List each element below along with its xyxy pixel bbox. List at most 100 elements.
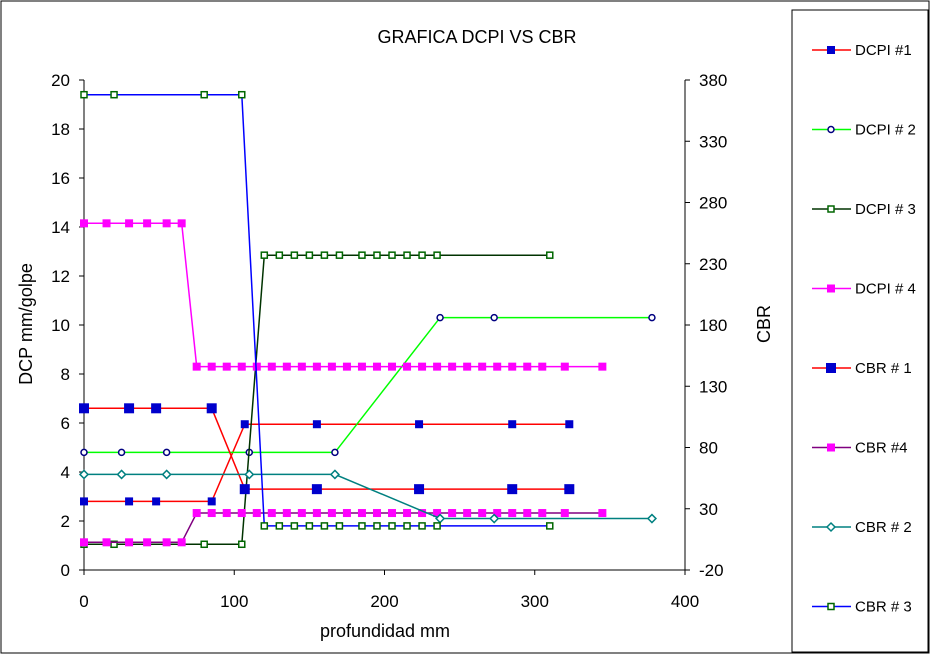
data-point [403, 509, 412, 518]
data-point [222, 362, 231, 371]
y2-tick-label: 230 [699, 255, 727, 274]
data-point [192, 362, 201, 371]
data-point [357, 362, 366, 371]
data-point [237, 362, 246, 371]
data-point [110, 540, 118, 549]
legend-item: DCPI # 2 [812, 122, 916, 139]
data-point [448, 509, 457, 518]
data-point [372, 362, 381, 371]
legend-item: CBR # 2 [812, 519, 912, 536]
data-point [143, 538, 152, 547]
data-point [565, 420, 574, 429]
data-point [358, 522, 366, 530]
data-point [238, 90, 246, 99]
data-point [342, 362, 351, 371]
legend-label: DCPI # 3 [855, 201, 916, 218]
x-tick-label: 0 [79, 592, 88, 611]
data-point [827, 284, 835, 293]
data-point [827, 602, 835, 611]
data-point [252, 509, 261, 518]
data-point [523, 509, 532, 518]
y-tick-label: 12 [51, 267, 70, 286]
y-tick-label: 14 [51, 218, 70, 237]
y2-tick-label: 130 [699, 377, 727, 396]
data-point [433, 251, 441, 259]
data-point [826, 363, 836, 373]
data-point [827, 125, 835, 134]
y2-tick-label: 80 [699, 439, 718, 458]
x-tick-label: 300 [521, 592, 549, 611]
data-point [152, 497, 161, 506]
data-point [275, 251, 284, 259]
data-point [523, 362, 532, 371]
legend-item: DCPI # 4 [812, 281, 916, 298]
data-point [373, 522, 381, 530]
data-point [116, 469, 127, 480]
data-point [508, 509, 517, 518]
data-point [433, 522, 441, 530]
data-point [222, 509, 231, 518]
data-point [448, 362, 457, 371]
series-cbr-4 [80, 509, 607, 547]
series-cbr-2 [78, 469, 658, 524]
data-point [80, 448, 88, 457]
legend-item: DCPI #1 [812, 42, 912, 59]
data-point [177, 538, 186, 547]
data-point [143, 219, 152, 228]
series-dcpi-4 [80, 219, 607, 371]
data-point [418, 251, 426, 259]
data-point [206, 403, 217, 414]
data-point [827, 46, 835, 54]
chart-title: GRAFICA DCPI VS CBR [377, 27, 576, 47]
data-point [80, 219, 88, 228]
data-point [207, 362, 216, 371]
series-line [84, 473, 652, 520]
y-tick-label: 4 [61, 463, 70, 482]
data-point [78, 469, 90, 480]
data-point [827, 443, 835, 452]
data-point [151, 403, 162, 414]
data-point [260, 522, 269, 530]
y-tick-label: 8 [61, 365, 70, 384]
y2-tick-label: 280 [699, 194, 727, 213]
data-point [311, 484, 322, 495]
data-point [538, 362, 547, 371]
data-point [507, 484, 518, 495]
data-point [508, 362, 517, 371]
y-tick-label: 0 [61, 561, 70, 580]
data-point [200, 90, 208, 99]
y2-tick-label: 180 [699, 316, 727, 335]
legend-label: CBR # 2 [855, 519, 912, 536]
y-tick-label: 2 [61, 512, 70, 531]
data-point [207, 509, 216, 518]
data-point [297, 362, 306, 371]
data-point [646, 513, 658, 524]
data-point [320, 522, 329, 530]
data-point [478, 509, 487, 518]
y2-axis-label: CBR [754, 305, 774, 343]
data-point [560, 362, 569, 371]
data-point [312, 420, 321, 429]
data-point [162, 538, 171, 547]
data-point [463, 362, 472, 371]
series-cbr-1 [79, 403, 575, 495]
data-point [538, 509, 547, 518]
data-point [388, 522, 396, 530]
data-point [414, 484, 425, 495]
series-dcpi-1 [80, 420, 574, 506]
legend-label: CBR #4 [855, 440, 908, 457]
data-point [297, 509, 306, 518]
data-point [282, 362, 291, 371]
data-point [79, 403, 89, 414]
data-point [320, 251, 329, 259]
legend-label: DCPI # 4 [855, 281, 916, 298]
legend-item: DCPI # 3 [812, 201, 916, 218]
legend-item: CBR #4 [812, 440, 908, 457]
data-point [358, 251, 366, 259]
data-point [357, 509, 366, 518]
data-point [546, 251, 554, 259]
legend-item: CBR # 1 [812, 360, 912, 377]
data-point [238, 540, 246, 549]
